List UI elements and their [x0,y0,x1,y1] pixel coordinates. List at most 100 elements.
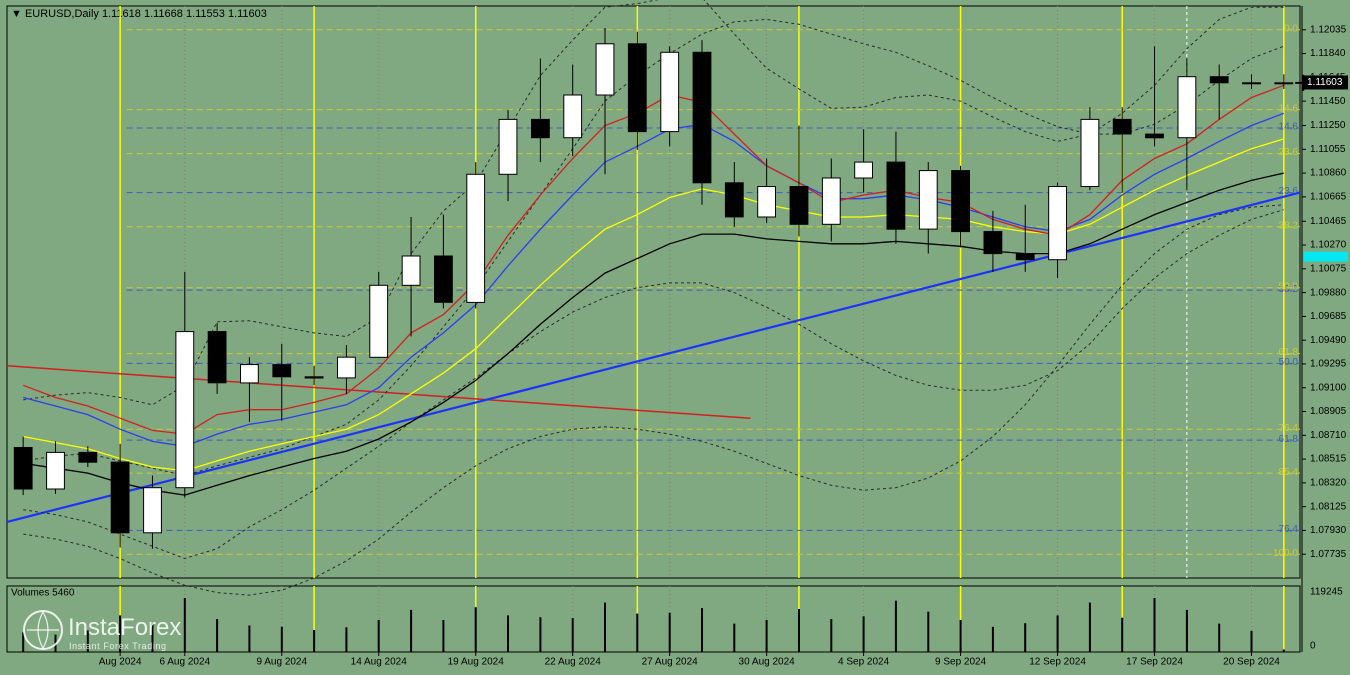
candle-body[interactable] [111,462,129,533]
volume-bar [345,627,347,652]
chart-title: ▼ EURUSD,Daily 1.11618 1.11668 1.11553 1… [11,8,267,20]
candle-body[interactable] [241,365,259,383]
candle-body[interactable] [661,52,679,131]
candle-body[interactable] [628,44,646,132]
yaxis-label: 1.09685 [1310,311,1347,322]
yaxis-label: 1.08125 [1310,501,1347,512]
fib-yellow-label: 85.4 [1279,467,1299,478]
fib-yellow-label: 23.6 [1279,147,1299,158]
xaxis-label: 14 Aug 2024 [351,656,408,667]
candle-body[interactable] [725,183,743,217]
xaxis-label: Aug 2024 [99,656,142,667]
volume-bar [410,610,412,652]
yaxis-label: 1.09100 [1310,382,1347,393]
volume-bar [378,620,380,652]
volume-bar [216,619,218,652]
yaxis-label: 1.09880 [1310,287,1347,298]
volume-plot-bg[interactable] [7,586,1300,652]
fib-yellow-label: 14.6 [1279,103,1299,114]
volume-bar [281,627,283,652]
xaxis-label: 17 Sep 2024 [1126,656,1183,667]
price-tag-text: 1.11603 [1307,77,1343,88]
xaxis-label: 12 Sep 2024 [1029,656,1086,667]
yaxis-label: 1.11450 [1310,96,1346,107]
candle-body[interactable] [1210,77,1228,83]
candle-body[interactable] [435,256,453,302]
volume-bar [507,615,509,652]
volume-bar [1218,624,1220,652]
candle-body[interactable] [1146,134,1164,138]
candle-body[interactable] [984,232,1002,254]
candle-body[interactable] [596,44,614,95]
candle-body[interactable] [855,162,873,178]
yaxis-label: 1.11840 [1310,48,1346,59]
volume-bar [960,620,962,652]
fib-blue-label: 76.4 [1279,524,1299,535]
xaxis-label: 19 Aug 2024 [448,656,505,667]
yaxis-label: 1.10665 [1310,192,1347,203]
candle-body[interactable] [208,332,226,383]
yaxis-label: 1.08710 [1310,430,1347,441]
yaxis-label: 1.09490 [1310,335,1347,346]
candle-body[interactable] [919,171,937,230]
fib-yellow-label: 76.4 [1279,423,1299,434]
volume-title: Volumes 5460 [11,587,75,598]
candle-body[interactable] [758,187,776,218]
candle-body[interactable] [176,332,194,488]
candle-body[interactable] [1243,83,1261,84]
candle-body[interactable] [79,452,97,462]
candle-body[interactable] [1016,254,1034,260]
candle-body[interactable] [1275,83,1293,84]
volume-bar [669,613,671,652]
volume-bar [539,617,541,652]
volume-bar [248,626,250,653]
candle-body[interactable] [14,448,32,490]
candle-body[interactable] [532,119,550,137]
price-plot-bg[interactable] [7,6,1300,578]
candle-body[interactable] [822,178,840,224]
candle-body[interactable] [402,256,420,285]
candle-body[interactable] [338,357,356,378]
yaxis-label: 1.10465 [1310,216,1347,227]
xaxis-label: 20 Sep 2024 [1223,656,1280,667]
candle-body[interactable] [47,452,65,489]
candle-body[interactable] [370,285,388,357]
candle-body[interactable] [1081,119,1099,186]
candle-body[interactable] [305,377,323,378]
candle-body[interactable] [887,162,905,229]
volume-bar [830,619,832,652]
fib-yellow-label: 38.2 [1279,220,1299,231]
chart-container[interactable]: ▼ EURUSD,Daily 1.11618 1.11668 1.11553 1… [0,0,1350,675]
candle-body[interactable] [273,365,291,377]
volume-bar [604,603,606,652]
candle-body[interactable] [467,174,485,302]
volume-bar [927,612,929,652]
xaxis-label: 9 Sep 2024 [935,656,987,667]
volume-bar [1089,603,1091,652]
xaxis-label: 22 Aug 2024 [545,656,602,667]
candle-body[interactable] [564,95,582,138]
volume-bar [1154,598,1156,652]
volume-bar [1251,631,1253,652]
volume-bar [766,620,768,652]
volume-bar [442,620,444,652]
candle-body[interactable] [144,488,162,533]
candle-body[interactable] [790,187,808,225]
candle-body[interactable] [693,52,711,183]
chart-svg[interactable]: ▼ EURUSD,Daily 1.11618 1.11668 1.11553 1… [0,0,1350,675]
volume-bar [1057,615,1059,652]
candle-body[interactable] [1113,119,1131,134]
xaxis-label: 6 Aug 2024 [159,656,210,667]
volume-bar [475,607,477,652]
volume-bar [184,598,186,652]
fib-yellow-label: 61.8 [1279,347,1299,358]
candle-body[interactable] [952,171,970,232]
yaxis-label: 1.10860 [1310,168,1347,179]
yaxis-label: 1.08320 [1310,478,1347,489]
candle-body[interactable] [1049,187,1067,260]
xaxis-label: 30 Aug 2024 [739,656,796,667]
candle-body[interactable] [1178,77,1196,138]
candle-body[interactable] [499,119,517,174]
yaxis-label: 1.07735 [1310,549,1347,560]
yaxis-label: 1.08515 [1310,454,1347,465]
